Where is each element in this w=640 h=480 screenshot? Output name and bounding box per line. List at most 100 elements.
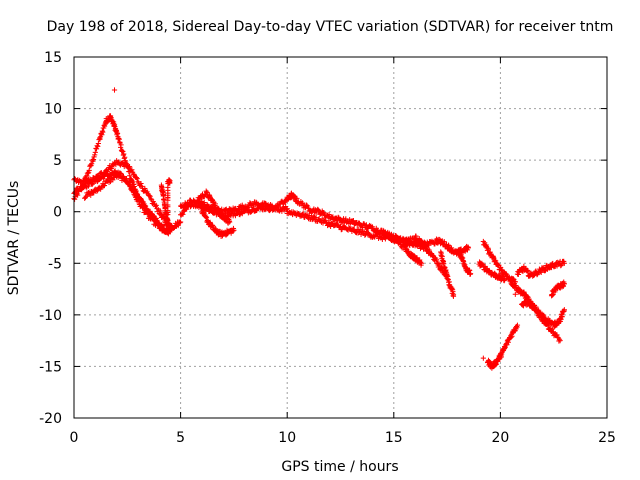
data-point <box>101 182 108 189</box>
data-point <box>92 152 98 158</box>
data-point <box>413 233 419 239</box>
data-point <box>219 206 225 212</box>
data-point <box>465 245 472 251</box>
data-point <box>150 198 156 205</box>
data-point <box>558 316 564 322</box>
data-point <box>147 193 153 199</box>
data-point <box>397 239 403 245</box>
data-point <box>93 146 100 152</box>
data-point <box>279 198 285 204</box>
plot-frame <box>73 56 608 419</box>
series-late-e <box>514 258 567 280</box>
y-tick-label: 10 <box>44 102 62 118</box>
data-point <box>85 183 92 189</box>
data-point <box>337 223 344 229</box>
outlier-point <box>480 355 486 361</box>
data-point <box>165 217 171 224</box>
data-point <box>321 210 327 216</box>
data-point <box>514 322 521 328</box>
series-late-b <box>476 259 508 284</box>
data-point <box>409 235 415 242</box>
x-tick-label: 10 <box>278 430 296 446</box>
chart-title: Day 198 of 2018, Sidereal Day-to-day VTE… <box>47 19 614 35</box>
data-point <box>92 149 98 155</box>
data-point <box>129 167 135 173</box>
data-point <box>167 178 173 184</box>
data-point <box>89 157 95 163</box>
data-point <box>369 224 376 230</box>
data-point <box>130 189 136 195</box>
data-point <box>245 205 251 211</box>
data-point <box>541 265 547 271</box>
grid <box>74 57 607 418</box>
series-branch-c <box>433 236 472 257</box>
data-point <box>299 200 306 206</box>
data-point <box>245 204 251 210</box>
data-point <box>86 167 92 173</box>
data-point <box>163 229 169 235</box>
data-point <box>311 214 317 220</box>
data-point <box>165 202 171 208</box>
series-lobe-b <box>195 188 233 226</box>
data-point <box>557 338 563 344</box>
x-tick-label: 15 <box>385 430 403 446</box>
data-point <box>531 272 537 278</box>
data-point <box>121 175 127 181</box>
data-point <box>95 143 101 149</box>
data-point <box>135 179 141 185</box>
series-branch-a <box>380 229 425 268</box>
data-point <box>326 211 332 218</box>
series-late-g <box>548 279 567 299</box>
data-point <box>199 198 205 205</box>
data-point <box>148 196 154 202</box>
outlier-point <box>512 291 518 297</box>
data-point <box>546 265 552 271</box>
data-point <box>84 173 90 179</box>
x-tick-label: 25 <box>598 430 616 446</box>
data-point <box>175 222 181 229</box>
data-point <box>89 181 95 187</box>
data-point <box>85 170 91 176</box>
data-point <box>391 235 397 241</box>
series-branch-d <box>438 249 457 299</box>
data-points <box>71 87 567 371</box>
data-point <box>180 211 186 218</box>
data-point <box>559 314 565 320</box>
data-point <box>467 271 474 277</box>
data-point <box>117 173 124 179</box>
data-point <box>247 200 253 206</box>
data-point <box>149 215 156 221</box>
data-point <box>350 218 357 224</box>
x-axis-label: GPS time / hours <box>281 459 398 475</box>
data-point <box>220 211 226 217</box>
data-point <box>75 192 81 198</box>
data-point <box>125 180 131 186</box>
data-point <box>123 161 130 167</box>
data-point <box>126 179 132 185</box>
data-point <box>101 176 107 182</box>
series-late-f <box>519 298 567 330</box>
y-axis-label: SDTVAR / TECUs <box>6 181 22 296</box>
y-tick-label: -15 <box>39 359 62 375</box>
data-point <box>177 220 183 226</box>
data-point <box>139 202 145 209</box>
data-point <box>502 277 508 283</box>
data-point <box>212 205 218 211</box>
data-point <box>386 230 392 236</box>
data-point <box>284 206 290 212</box>
x-tick-label: 5 <box>176 430 185 446</box>
outlier-point <box>111 87 118 93</box>
data-point <box>90 156 97 163</box>
data-point <box>443 267 449 273</box>
y-tick-label: 0 <box>53 205 62 221</box>
data-point <box>178 219 184 225</box>
data-point <box>153 202 159 209</box>
data-point <box>263 201 269 207</box>
data-point <box>126 164 133 170</box>
data-point <box>554 332 560 338</box>
data-point <box>227 219 233 225</box>
series-spike-4h <box>158 176 173 226</box>
data-point <box>231 227 237 233</box>
y-tick-label: 15 <box>44 50 62 66</box>
